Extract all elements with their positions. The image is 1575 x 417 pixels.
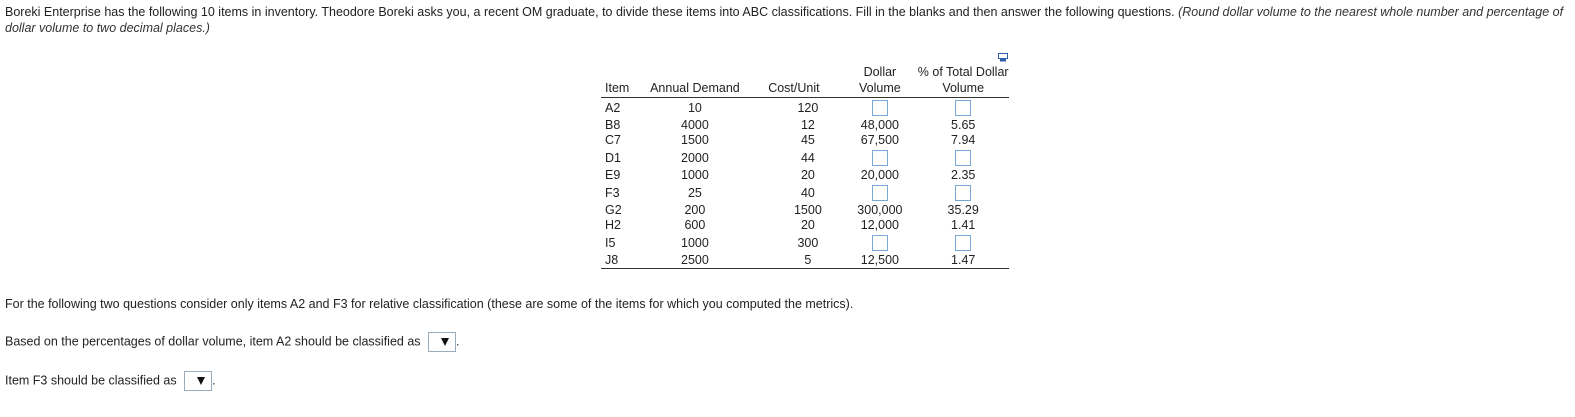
- dollar-volume-input[interactable]: [871, 235, 888, 251]
- pct-dollar-volume-input[interactable]: [955, 185, 972, 201]
- question-a2-period: .: [456, 334, 460, 349]
- cell-cost-unit: 300: [797, 235, 819, 250]
- dollar-volume-input[interactable]: [871, 185, 888, 201]
- cell-dollar-volume: [842, 148, 917, 168]
- dropdown-arrow-icon: [438, 335, 453, 349]
- cell-item: D1: [605, 150, 621, 165]
- cell-cost-unit: 45: [800, 133, 815, 147]
- question-a2: Based on the percentages of dollar volum…: [5, 332, 460, 352]
- cell-pct-dollar-volume: 5.65: [951, 118, 976, 132]
- cell-cost-unit: 44: [800, 150, 815, 165]
- header-item: Item: [601, 81, 645, 98]
- cell-dollar-volume: 67,500: [860, 133, 899, 147]
- header-cost-unit: Cost/Unit: [745, 81, 843, 98]
- cell-annual-demand: 200: [684, 203, 706, 217]
- dollar-volume-input[interactable]: [871, 150, 888, 166]
- cell-pct-dollar-volume: 2.35: [951, 168, 976, 182]
- table-row: J8 2500 5 12,500 1.47: [601, 253, 1009, 269]
- pct-dollar-volume-input[interactable]: [955, 150, 972, 166]
- cell-item: H2: [605, 218, 621, 232]
- cell-cost-unit: 40: [800, 185, 815, 200]
- table-row: F3 25 40: [601, 183, 1009, 203]
- cell-dollar-volume: 300,000: [857, 203, 903, 217]
- cell-pct-dollar-volume: [917, 148, 1009, 168]
- cell-pct-dollar-volume: 35.29: [947, 203, 979, 217]
- table-row: E9 1000 20 20,000 2.35: [601, 168, 1009, 183]
- cell-annual-demand: 25: [687, 185, 702, 200]
- question-a2-text: Based on the percentages of dollar volum…: [5, 334, 421, 349]
- dropdown-arrow-icon: [194, 374, 209, 388]
- cell-item: G2: [605, 203, 622, 217]
- cell-item: I5: [605, 235, 616, 250]
- cell-dollar-volume: 12,000: [860, 218, 899, 232]
- f3-classification-dropdown[interactable]: [184, 371, 213, 391]
- a2-classification-dropdown[interactable]: [428, 332, 457, 352]
- inventory-table: Dollar % of Total Dollar Item Annual Dem…: [601, 65, 1009, 269]
- question-intro: For the following two questions consider…: [5, 297, 854, 311]
- table-row: B8 4000 12 48,000 5.65: [601, 118, 1009, 133]
- cell-dollar-volume: 48,000: [860, 118, 899, 132]
- cell-annual-demand: 1500: [681, 133, 709, 147]
- table-row: I5 1000 300: [601, 233, 1009, 253]
- rounding-note: (Round dollar volume to the nearest whol…: [5, 5, 1564, 35]
- cell-dollar-volume: [842, 183, 917, 203]
- cell-cost-unit: 120: [797, 100, 819, 115]
- pct-dollar-volume-input[interactable]: [955, 100, 972, 116]
- table-row: H2 600 20 12,000 1.41: [601, 218, 1009, 233]
- cell-item: E9: [605, 168, 621, 182]
- cell-dollar-volume: 20,000: [860, 168, 899, 182]
- cell-annual-demand: 4000: [681, 118, 709, 132]
- cell-cost-unit: 5: [745, 253, 843, 269]
- copy-table-icon[interactable]: [998, 53, 1008, 62]
- cell-pct-dollar-volume: [917, 233, 1009, 253]
- cell-annual-demand: 2500: [644, 253, 746, 269]
- table-row: C7 1500 45 67,500 7.94: [601, 133, 1009, 148]
- cell-cost-unit: 12: [800, 118, 815, 132]
- cell-item: C7: [605, 133, 621, 147]
- dollar-volume-input[interactable]: [871, 100, 888, 116]
- table-row: D1 2000 44: [601, 148, 1009, 168]
- cell-item: F3: [605, 185, 620, 200]
- cell-cost-unit: 20: [800, 218, 815, 232]
- cell-item: B8: [605, 118, 621, 132]
- pct-dollar-volume-input[interactable]: [955, 235, 972, 251]
- problem-text: Boreki Enterprise has the following 10 i…: [5, 5, 1179, 19]
- table-row: A2 10 120: [601, 98, 1009, 119]
- question-f3-period: .: [212, 373, 216, 388]
- cell-dollar-volume: 12,500: [842, 253, 918, 269]
- cell-annual-demand: 1000: [681, 235, 709, 250]
- cell-pct-dollar-volume: 1.41: [951, 218, 976, 232]
- table-row: G2 200 1500 300,000 35.29: [601, 203, 1009, 218]
- header-annual-demand: Annual Demand: [644, 81, 746, 98]
- header-pct-bottom: Volume: [917, 81, 1009, 98]
- question-f3: Item F3 should be classified as .: [5, 371, 216, 391]
- cell-pct-dollar-volume: [917, 183, 1009, 203]
- header-pct-top: % of Total Dollar: [917, 65, 1009, 79]
- cell-pct-dollar-volume: [917, 98, 1009, 119]
- cell-cost-unit: 20: [800, 168, 815, 182]
- question-f3-text: Item F3 should be classified as: [5, 373, 177, 388]
- cell-annual-demand: 10: [687, 100, 702, 115]
- problem-statement: Boreki Enterprise has the following 10 i…: [5, 4, 1565, 36]
- cell-cost-unit: 1500: [793, 203, 822, 217]
- cell-item: J8: [601, 253, 645, 269]
- cell-item: A2: [605, 100, 621, 115]
- cell-pct-dollar-volume: 7.94: [951, 133, 976, 147]
- cell-dollar-volume: [842, 98, 917, 119]
- cell-annual-demand: 2000: [681, 150, 709, 165]
- cell-dollar-volume: [842, 233, 917, 253]
- cell-annual-demand: 600: [684, 218, 706, 232]
- cell-pct-dollar-volume: 1.47: [917, 253, 1009, 269]
- cell-annual-demand: 1000: [681, 168, 709, 182]
- header-dollar-volume-bottom: Volume: [842, 81, 918, 98]
- header-dollar-volume-top: Dollar: [863, 65, 897, 79]
